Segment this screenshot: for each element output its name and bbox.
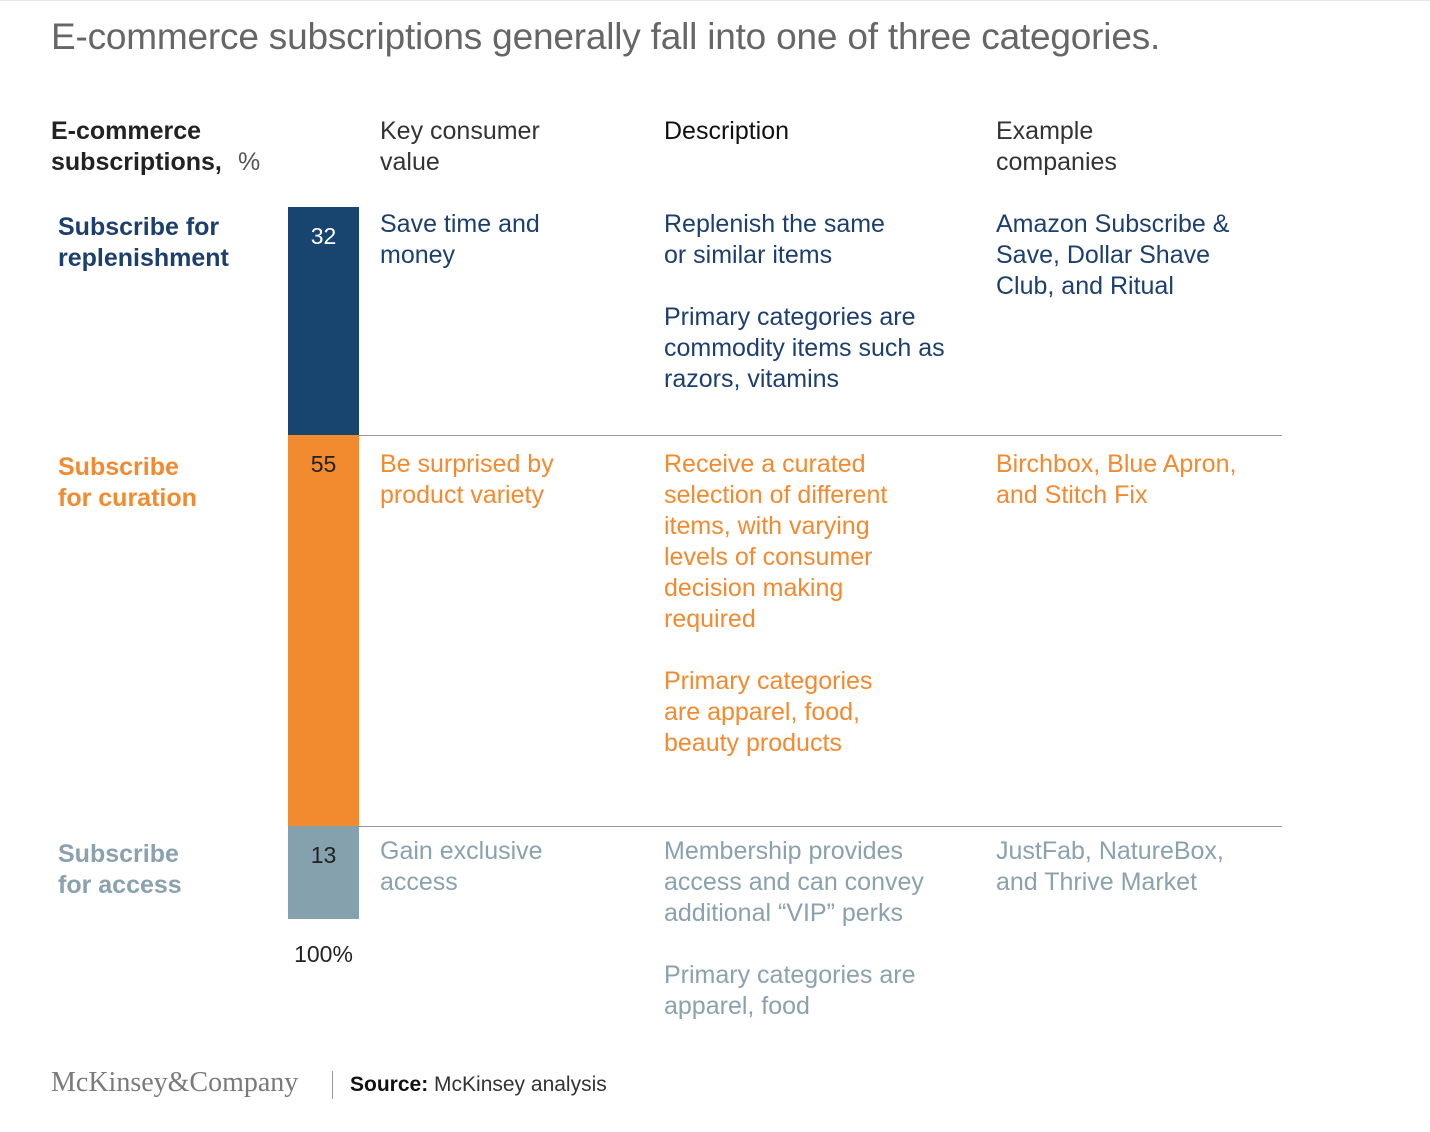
top-divider	[0, 0, 1430, 1]
description-curation-2: Primary categories are apparel, food, be…	[664, 667, 873, 757]
category-label-access: Subscribe for access	[58, 840, 182, 899]
source-label: Source:	[350, 1073, 429, 1096]
footer-divider	[332, 1071, 333, 1099]
header-subscriptions-label: E-commerce subscriptions,	[51, 117, 222, 176]
description-access-2: Primary categories are apparel, food	[664, 961, 916, 1020]
company-logo: McKinsey&Company	[51, 1067, 299, 1098]
header-description: Description	[664, 117, 790, 145]
chart-title: E-commerce subscriptions generally fall …	[51, 16, 1161, 57]
bar-segment-replenishment	[288, 207, 359, 435]
source-text: McKinsey analysis	[434, 1073, 607, 1096]
header-unit: %	[237, 148, 261, 176]
description-access: Membership provides access and can conve…	[664, 836, 954, 1022]
category-label-replenishment: Subscribe for replenishment	[58, 213, 229, 272]
key-value-replenishment: Save time and money	[380, 210, 540, 269]
description-curation-1: Receive a curated selection of different…	[664, 450, 888, 633]
examples-replenishment: Amazon Subscribe & Save, Dollar Shave Cl…	[996, 210, 1230, 300]
description-replenishment-2: Primary categories are commodity items s…	[664, 303, 945, 393]
header-subscriptions: E-commerce subscriptions, %	[51, 116, 260, 178]
row-divider-2	[359, 826, 1282, 828]
bar-segment-access	[288, 826, 359, 919]
header-key-value: Key consumer value	[380, 117, 540, 176]
bar-segment-curation	[288, 434, 359, 827]
source-note: Source: McKinsey analysis	[350, 1073, 607, 1097]
row-divider-1	[359, 434, 1282, 436]
bar-value-replenishment: 32	[310, 223, 337, 249]
key-value-curation: Be surprised by product variety	[380, 450, 554, 509]
examples-curation: Birchbox, Blue Apron, and Stitch Fix	[996, 450, 1237, 509]
description-replenishment: Replenish the same or similar items Prim…	[664, 209, 949, 395]
bar-value-access: 13	[310, 842, 337, 869]
key-value-access: Gain exclusive access	[380, 837, 543, 896]
bar-total-label: 100%	[294, 941, 353, 967]
description-access-1: Membership provides access and can conve…	[664, 837, 924, 927]
bar-value-curation: 55	[310, 450, 337, 477]
description-curation: Receive a curated selection of different…	[664, 449, 924, 759]
category-label-curation: Subscribe for curation	[58, 453, 197, 512]
examples-access: JustFab, NatureBox, and Thrive Market	[996, 837, 1224, 896]
header-examples: Example companies	[996, 117, 1117, 176]
description-replenishment-1: Replenish the same or similar items	[664, 210, 885, 269]
